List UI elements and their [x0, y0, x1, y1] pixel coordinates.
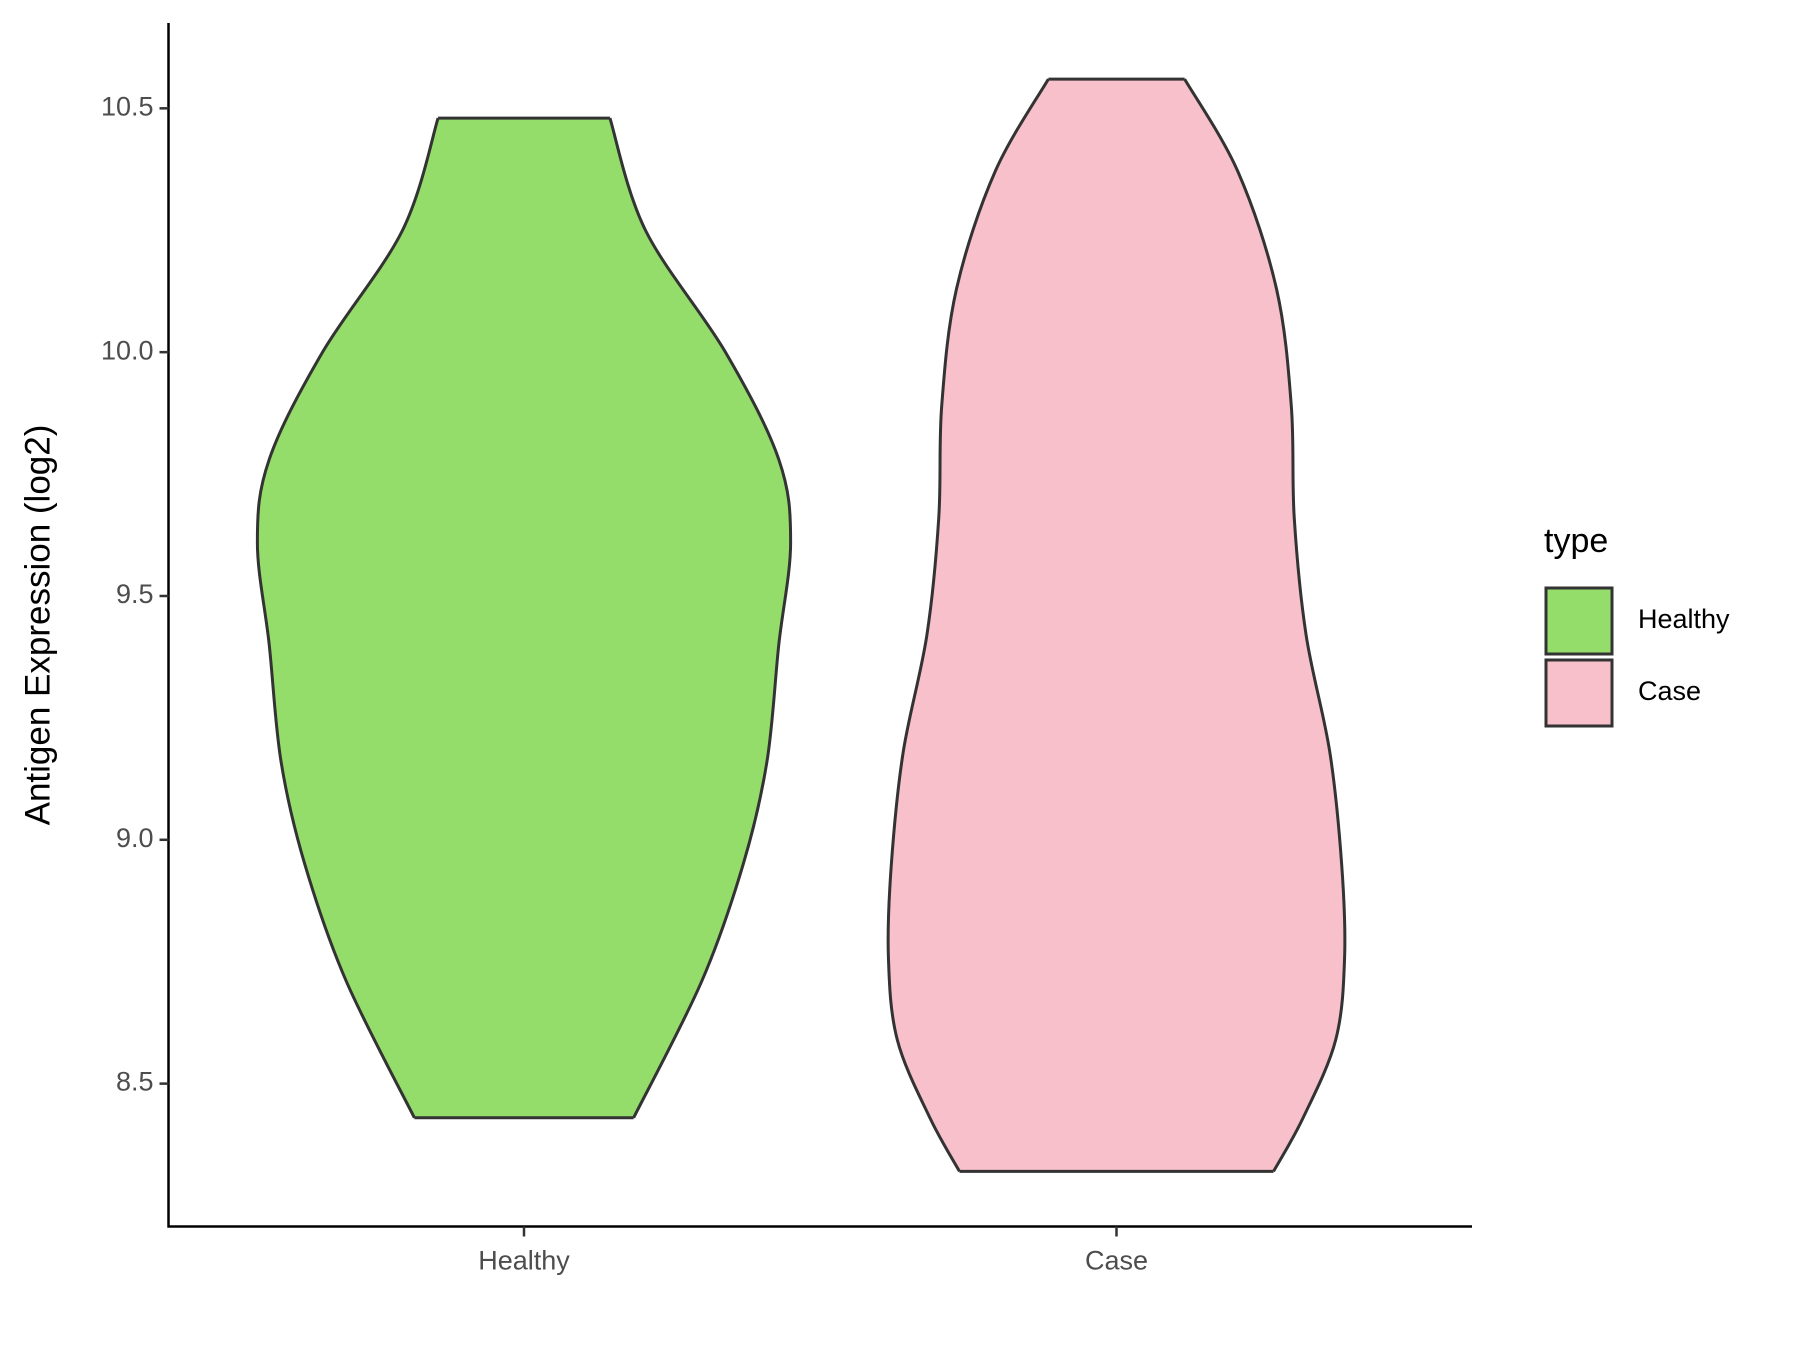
y-tick-label: 8.5 — [116, 1067, 154, 1097]
y-tick-label: 9.0 — [116, 823, 154, 853]
violin-body — [257, 118, 791, 1118]
x-tick-label: Healthy — [478, 1246, 570, 1276]
violin-right-outline — [1183, 78, 1347, 1173]
y-tick-label: 9.5 — [116, 579, 154, 609]
violin-left-outline — [886, 78, 1050, 1173]
legend-label: Healthy — [1638, 604, 1730, 634]
legend-key — [1544, 586, 1614, 656]
violin-right-outline — [608, 117, 793, 1119]
violin-left-outline — [255, 117, 440, 1119]
x-tick-label: Case — [1085, 1246, 1148, 1276]
legend-label: Case — [1638, 676, 1701, 706]
legend-key — [1544, 658, 1614, 728]
y-tick-label: 10.5 — [101, 91, 154, 121]
y-axis-title: Antigen Expression (log2) — [18, 425, 57, 826]
legend-title: type — [1544, 522, 1608, 560]
violin-body — [888, 79, 1345, 1172]
y-tick-label: 10.0 — [101, 335, 154, 365]
